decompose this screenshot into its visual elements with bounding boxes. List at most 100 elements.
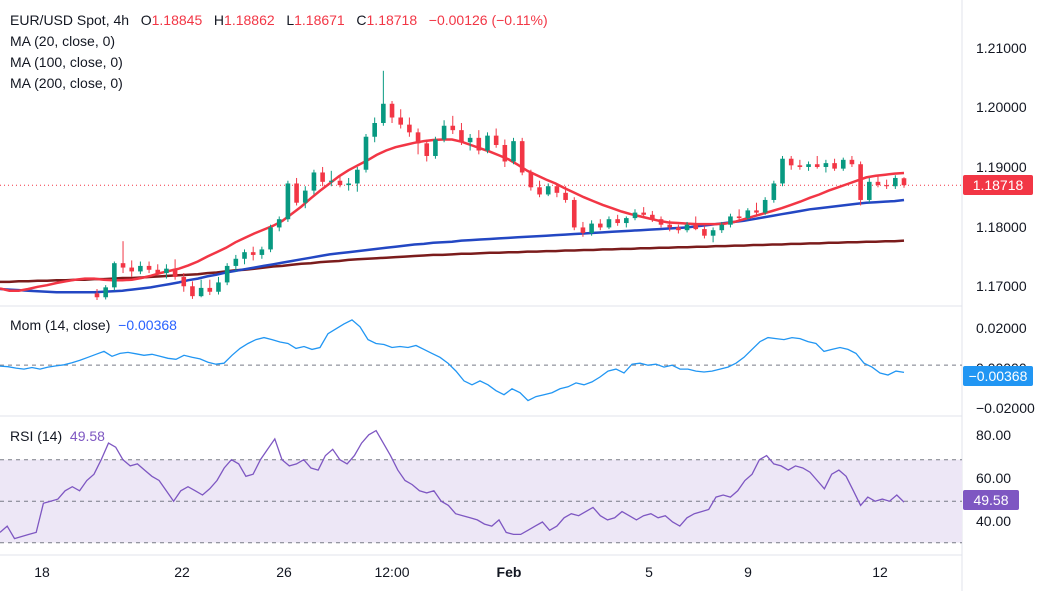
- time-tick: 12: [872, 564, 888, 580]
- candle-body: [381, 103, 386, 124]
- candle-body: [676, 227, 681, 231]
- candle-body: [164, 268, 169, 274]
- ma100-legend[interactable]: MA (100, close, 0): [10, 54, 123, 70]
- time-tick: 9: [744, 564, 752, 580]
- candle-body: [849, 159, 855, 165]
- candle-body: [415, 132, 421, 144]
- candle-body: [866, 181, 872, 200]
- rsi-legend[interactable]: RSI (14) 49.58: [10, 427, 105, 445]
- candle-body: [328, 180, 334, 182]
- candle-body: [624, 218, 629, 224]
- candle-body: [745, 210, 751, 219]
- time-tick: 26: [276, 564, 292, 580]
- candle-body: [146, 265, 152, 270]
- candle-body: [389, 103, 395, 118]
- ma100-path: [0, 198, 905, 294]
- candle-body: [294, 183, 299, 203]
- candle-body: [571, 199, 577, 228]
- candle-body: [615, 219, 620, 224]
- candle-body: [207, 287, 213, 292]
- candle-body: [216, 282, 221, 292]
- ma20-path: [0, 138, 905, 292]
- candle-body: [493, 135, 499, 145]
- candle-body: [268, 227, 273, 250]
- price-tick: 1.19000: [976, 159, 1027, 175]
- rsi-tick: 80.00: [976, 427, 1012, 443]
- candle-body: [606, 219, 612, 228]
- mom-legend[interactable]: Mom (14, close) −0.00368: [10, 316, 177, 334]
- panel-grid: [0, 0, 963, 591]
- last-price-tag: 1.18718: [963, 175, 1033, 195]
- price-tick: 1.18000: [976, 219, 1027, 235]
- candle-body: [346, 183, 351, 186]
- candle-body: [259, 249, 265, 255]
- price-tick: 1.20000: [976, 99, 1027, 115]
- symbol-legend: EUR/USD Spot, 4h O1.18845 H1.18862 L1.18…: [10, 11, 548, 29]
- ma20-legend[interactable]: MA (20, close, 0): [10, 33, 116, 49]
- high-label: H: [213, 12, 225, 28]
- candle-body: [901, 178, 907, 186]
- candle-body: [554, 186, 560, 193]
- low-label: L: [286, 12, 295, 28]
- candle-body: [485, 135, 490, 151]
- candle-body: [884, 185, 889, 187]
- candle-body: [797, 165, 803, 167]
- candle-body: [155, 269, 161, 274]
- candle-body: [788, 158, 794, 166]
- candles: [94, 70, 907, 300]
- candle-body: [875, 181, 881, 186]
- candle-body: [355, 169, 360, 184]
- candle-body: [840, 159, 846, 169]
- candle-body: [224, 265, 230, 283]
- candle-body: [372, 123, 377, 137]
- candle-body: [320, 172, 325, 182]
- candle-body: [814, 164, 820, 167]
- candle-body: [762, 199, 768, 213]
- candle-body: [363, 136, 369, 170]
- candle-body: [684, 224, 690, 231]
- rsi-legend-label: RSI (14): [10, 428, 63, 444]
- candle-body: [719, 224, 725, 231]
- time-tick: 18: [34, 564, 50, 580]
- low-value: 1.18671: [294, 12, 345, 28]
- candle-body: [528, 172, 534, 188]
- candle-body: [641, 212, 646, 215]
- candle-body: [563, 192, 568, 200]
- candle-body: [476, 137, 482, 151]
- candle-body: [702, 229, 707, 236]
- rsi-legend-value: 49.58: [69, 428, 105, 444]
- candle-body: [545, 186, 551, 195]
- mom-tick: 0.02000: [976, 320, 1027, 336]
- candle-body: [806, 164, 811, 167]
- time-tick: 12:00: [374, 564, 410, 580]
- rsi-path: [0, 429, 905, 540]
- mom-path: [0, 319, 905, 402]
- candle-body: [172, 268, 178, 277]
- candle-body: [597, 223, 603, 228]
- mom-value-tag: −0.00368: [963, 366, 1033, 386]
- candle-body: [511, 141, 516, 162]
- time-tick: Feb: [496, 564, 522, 580]
- candle-body: [858, 164, 863, 200]
- candle-body: [832, 163, 837, 169]
- time-tick: 22: [174, 564, 190, 580]
- open-value: 1.18845: [151, 12, 203, 28]
- mom-legend-label: Mom (14, close): [10, 317, 111, 333]
- candle-body: [233, 258, 239, 266]
- candle-body: [580, 227, 586, 233]
- ma100-line: [0, 198, 905, 294]
- candle-body: [589, 223, 594, 233]
- candle-body: [433, 139, 438, 156]
- candle-body: [710, 230, 716, 236]
- candle-body: [129, 267, 135, 272]
- candle-body: [424, 143, 430, 156]
- candle-body: [242, 252, 247, 259]
- momentum-line: [0, 319, 905, 402]
- close-label: C: [356, 12, 367, 28]
- candle-body: [459, 130, 464, 143]
- ma200-legend[interactable]: MA (200, close, 0): [10, 75, 123, 91]
- candle-body: [632, 212, 638, 219]
- high-value: 1.18862: [224, 12, 275, 28]
- candle-body: [693, 224, 699, 230]
